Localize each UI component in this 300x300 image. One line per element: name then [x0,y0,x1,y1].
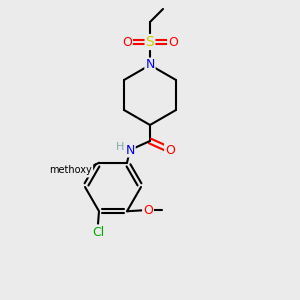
Text: O: O [122,35,132,49]
Text: O: O [80,164,90,176]
Text: H: H [116,142,124,152]
Text: O: O [168,35,178,49]
Text: O: O [165,143,175,157]
Text: N: N [145,58,155,71]
Text: O: O [143,203,153,217]
Text: N: N [125,143,135,157]
Text: methoxy: methoxy [50,165,92,175]
Text: S: S [146,35,154,49]
Text: Cl: Cl [92,226,104,238]
